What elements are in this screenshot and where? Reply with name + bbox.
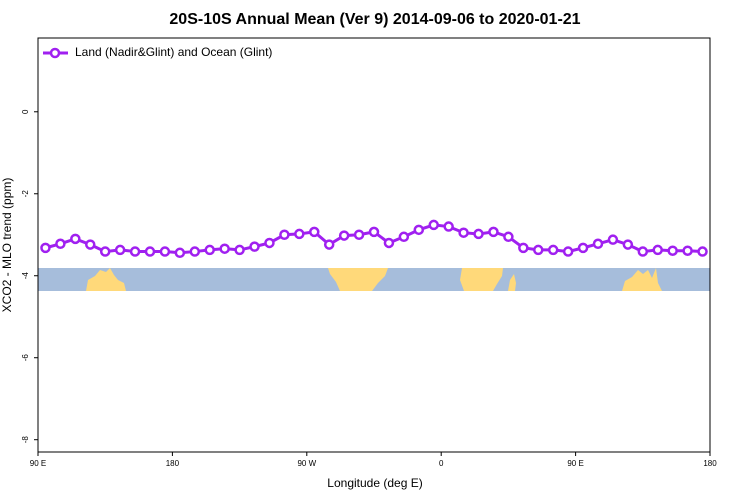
data-point xyxy=(264,237,275,249)
x-tick-label: 0 xyxy=(439,459,444,468)
data-point xyxy=(383,237,395,249)
data-point xyxy=(682,245,693,256)
data-point xyxy=(279,229,290,241)
data-point xyxy=(55,238,66,250)
data-point xyxy=(144,246,156,257)
legend-marker xyxy=(49,47,61,59)
legend-label: Land (Nadir&Glint) and Ocean (Glint) xyxy=(75,45,272,59)
chart-title: 20S-10S Annual Mean (Ver 9) 2014-09-06 t… xyxy=(169,11,580,28)
data-point xyxy=(40,242,51,254)
y-axis-label: XCO2 - MLO trend (ppm) xyxy=(0,178,14,313)
data-point xyxy=(398,231,410,243)
y-tick-label: -4 xyxy=(21,272,30,280)
x-tick-label: 180 xyxy=(703,459,717,468)
data-point xyxy=(309,226,320,238)
data-point xyxy=(85,239,96,250)
y-tick-label: 0 xyxy=(21,109,30,114)
data-point xyxy=(174,247,186,259)
data-point xyxy=(652,244,663,256)
x-tick-label: 90 W xyxy=(297,459,316,468)
data-point xyxy=(637,246,649,257)
data-point xyxy=(667,245,678,256)
y-tick-label: -8 xyxy=(21,436,30,444)
data-point xyxy=(443,221,454,232)
x-tick-label: 90 E xyxy=(30,459,46,468)
data-point xyxy=(338,230,350,241)
data-point xyxy=(473,228,484,240)
data-point xyxy=(428,219,439,231)
data-point xyxy=(503,231,514,243)
x-tick-label: 90 E xyxy=(567,459,583,468)
data-point xyxy=(323,239,335,250)
data-point xyxy=(577,242,589,254)
data-point xyxy=(99,246,111,257)
data-point xyxy=(518,242,529,254)
data-point xyxy=(114,244,126,256)
data-point xyxy=(368,226,380,238)
data-point xyxy=(607,234,619,245)
data-point xyxy=(234,244,245,256)
data-point xyxy=(562,246,574,257)
y-tick-label: -6 xyxy=(21,354,30,362)
data-point xyxy=(533,244,544,256)
data-point xyxy=(219,243,230,254)
map-strip xyxy=(38,268,710,291)
data-point xyxy=(159,246,171,257)
data-point xyxy=(547,244,559,256)
data-point xyxy=(249,241,260,252)
data-point xyxy=(189,246,201,257)
data-point xyxy=(70,233,81,245)
y-tick-label: -2 xyxy=(21,190,30,198)
x-tick-label: 180 xyxy=(166,459,180,468)
x-axis-label: Longitude (deg E) xyxy=(327,476,422,490)
data-point xyxy=(353,229,365,241)
data-point xyxy=(204,244,215,256)
data-point xyxy=(592,238,604,250)
data-point xyxy=(294,228,305,240)
data-point xyxy=(697,246,708,257)
data-point xyxy=(413,224,425,236)
data-point xyxy=(129,246,141,257)
data-point xyxy=(458,227,469,238)
plot-frame xyxy=(37,37,711,453)
data-point xyxy=(622,239,634,250)
data-point xyxy=(488,226,499,238)
